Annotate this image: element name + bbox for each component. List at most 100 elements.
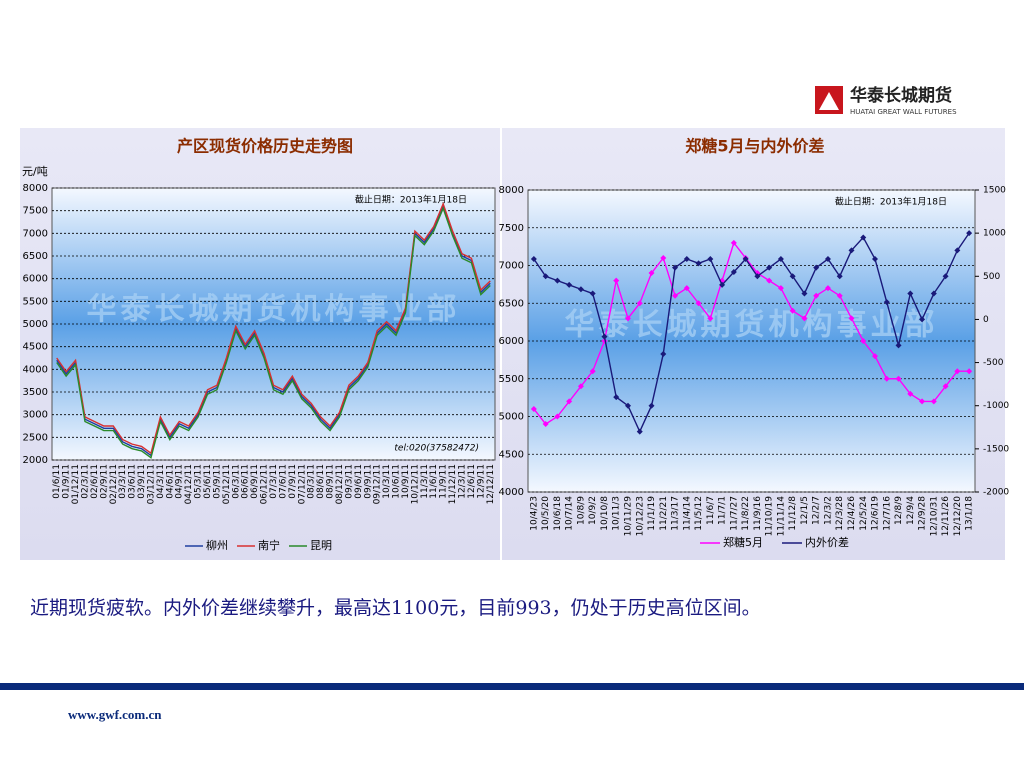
x-tick-label: 01/9/11 (62, 464, 72, 499)
x-tick-label: 12/6/11 (467, 464, 477, 499)
series-marker (777, 256, 784, 263)
x-tick-label: 11/3/17 (671, 496, 681, 531)
x-tick-label: 12/11/26 (941, 496, 951, 537)
y-tick-label: 7000 (23, 228, 48, 239)
x-tick-label: 10/9/2 (588, 496, 598, 525)
x-tick-label: 10/6/18 (553, 496, 563, 531)
chart-title: 产区现货价格历史走势图 (177, 137, 353, 156)
x-tick-label: 12/12/20 (953, 496, 963, 537)
series-marker (695, 260, 702, 267)
y-tick-label: 5000 (499, 412, 524, 423)
series-marker (719, 281, 726, 288)
series-marker (589, 290, 596, 297)
y-tick-label: 5000 (23, 319, 48, 330)
series-marker (930, 398, 937, 405)
x-tick-label: 12/3/28 (835, 496, 845, 531)
series-marker (566, 398, 573, 405)
x-tick-label: 06/9/11 (250, 464, 260, 499)
series-marker (860, 234, 867, 241)
x-tick-label: 04/6/11 (165, 464, 175, 499)
y-tick-label: 4500 (499, 449, 524, 460)
x-tick-label: 03/3/11 (118, 464, 128, 499)
y2-tick-label: -1500 (983, 444, 1009, 454)
series-marker (730, 268, 737, 275)
x-tick-label: 12/4/26 (847, 496, 857, 531)
x-tick-label: 08/3/11 (307, 464, 317, 499)
annotation: 截止日期：2013年1月18日 (835, 196, 947, 208)
y-tick-label: 4000 (499, 487, 524, 498)
y2-tick-label: 1500 (983, 186, 1006, 196)
x-tick-label: 01/12/11 (71, 464, 81, 504)
y2-tick-label: -2000 (983, 488, 1009, 498)
x-tick-label: 12/3/2 (823, 496, 833, 525)
x-tick-label: 12/5/24 (859, 496, 869, 531)
series-marker (672, 292, 679, 299)
series-marker (554, 277, 561, 284)
series-marker (730, 239, 737, 246)
y-tick-label: 5500 (499, 374, 524, 385)
x-tick-label: 05/6/11 (203, 464, 213, 499)
x-tick-label: 12/10/31 (929, 496, 939, 536)
x-tick-label: 01/6/11 (52, 464, 62, 499)
x-tick-label: 07/12/11 (297, 464, 307, 504)
y-tick-label: 7000 (499, 261, 524, 272)
x-tick-label: 11/5/12 (694, 496, 704, 531)
x-tick-label: 05/9/11 (212, 464, 222, 499)
series-marker (942, 383, 949, 390)
y-tick-label: 5500 (23, 296, 48, 307)
watermark: 华泰长城期货机构事业部 (565, 307, 939, 342)
x-tick-label: 12/9/28 (918, 496, 928, 531)
series-marker (577, 383, 584, 390)
series-marker (566, 281, 573, 288)
x-tick-label: 11/9/11 (439, 464, 449, 499)
x-tick-label: 11/11/14 (776, 496, 786, 537)
series-marker (636, 428, 643, 435)
x-tick-label: 07/6/11 (278, 464, 288, 499)
x-tick-label: 02/3/11 (80, 464, 90, 499)
series-marker (907, 290, 914, 297)
x-tick-label: 09/6/11 (354, 464, 364, 499)
footer-bar (0, 683, 1024, 690)
series-marker (672, 264, 679, 271)
series-marker (860, 338, 867, 344)
y-tick-label: 8000 (23, 183, 48, 194)
x-tick-label: 11/7/1 (718, 496, 728, 525)
x-tick-label: 05/12/11 (222, 464, 232, 504)
annotation: 截止日期：2013年1月18日 (355, 194, 467, 206)
series-marker (954, 368, 961, 375)
x-tick-label: 06/6/11 (241, 464, 251, 499)
series-marker (683, 256, 690, 263)
x-tick-label: 02/12/11 (109, 464, 119, 504)
y2-tick-label: -500 (983, 358, 1004, 368)
series-marker (613, 394, 620, 401)
series-marker (919, 316, 926, 323)
series-marker (966, 230, 973, 237)
series-marker (589, 368, 596, 375)
series-marker (907, 390, 914, 397)
x-tick-label: 11/2/21 (659, 496, 669, 531)
series-marker (954, 247, 961, 254)
series-marker (695, 300, 702, 307)
legend-label: 柳州 (206, 538, 228, 552)
x-tick-label: 10/4/23 (529, 496, 539, 531)
series-marker (883, 375, 890, 382)
series-marker (801, 290, 808, 297)
footer-url: www.gwf.com.cn (68, 707, 162, 722)
x-tick-label: 12/12/11 (486, 464, 496, 504)
x-tick-label: 10/7/14 (565, 496, 575, 531)
x-tick-label: 10/12/23 (635, 496, 645, 536)
x-tick-label: 11/7/27 (729, 496, 739, 531)
series-marker (648, 402, 655, 409)
x-tick-label: 09/9/11 (363, 464, 373, 499)
x-tick-label: 10/12/11 (410, 464, 420, 504)
x-tick-label: 08/12/11 (335, 464, 345, 504)
series-marker (754, 273, 761, 280)
series-marker (660, 254, 667, 261)
x-tick-label: 10/9/11 (401, 464, 411, 499)
x-tick-label: 10/8/9 (576, 496, 586, 525)
legend-label: 内外价差 (805, 535, 849, 549)
series-marker (542, 273, 549, 280)
y2-tick-label: 1000 (983, 229, 1006, 239)
legend-label: 郑糖5月 (723, 535, 763, 549)
